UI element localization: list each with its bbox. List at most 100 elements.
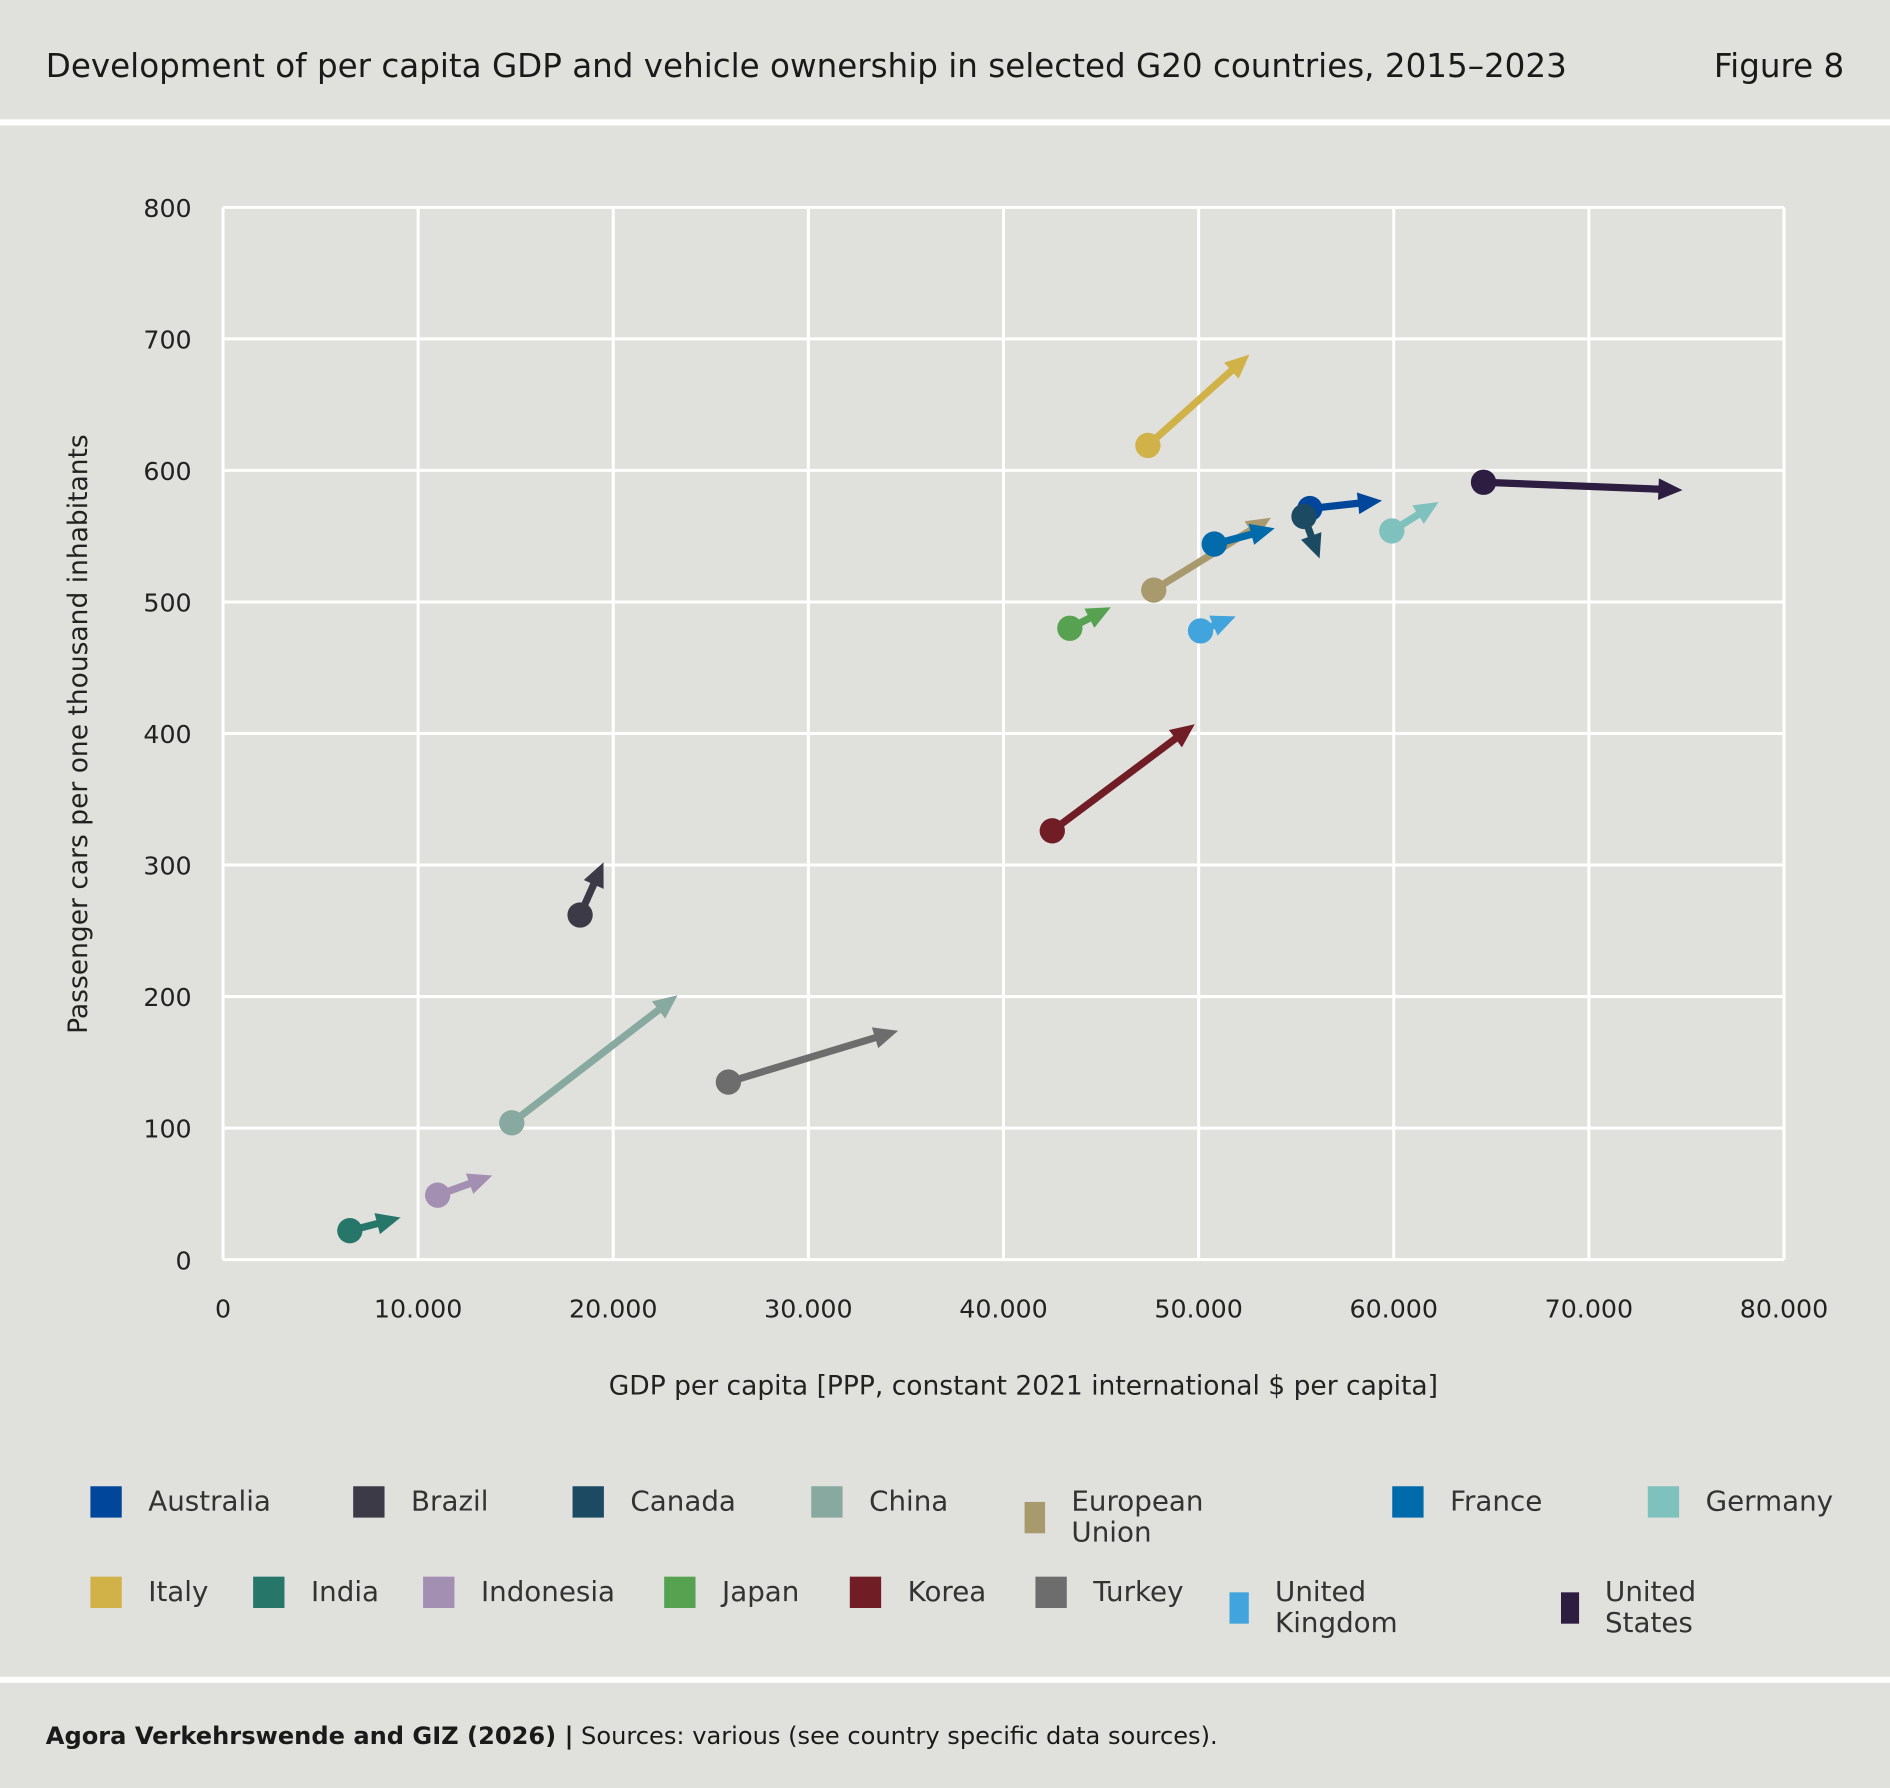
arrow-shaft <box>1145 366 1236 449</box>
source-note: Agora Verkehrswende and GIZ (2026) | Sou… <box>46 1721 1218 1750</box>
y-tick-label: 400 <box>143 720 191 749</box>
legend-label: Germany <box>1705 1486 1834 1518</box>
legend-swatch <box>849 1576 882 1609</box>
legend-item: India <box>253 1576 380 1609</box>
start-point <box>715 1069 742 1095</box>
arrow-head <box>1209 615 1236 636</box>
footer-divider <box>0 1676 1890 1683</box>
arrow-united-states <box>1470 469 1683 501</box>
legend-label: Australia <box>148 1486 271 1518</box>
arrow-italy <box>1135 354 1250 459</box>
arrow-head <box>1084 607 1111 628</box>
legend-item: Indonesia <box>423 1576 616 1609</box>
y-axis-label: Passenger cars per one thousand inhabita… <box>63 434 94 1034</box>
start-point <box>1470 469 1497 495</box>
x-tick-label: 30.000 <box>764 1295 853 1324</box>
arrow-japan <box>1057 607 1111 641</box>
legend-label: Canada <box>630 1486 736 1518</box>
legend-label: Italy <box>148 1576 209 1609</box>
x-tick-label: 40.000 <box>959 1295 1048 1324</box>
start-point <box>499 1110 525 1136</box>
y-tick-label: 100 <box>143 1115 191 1144</box>
y-tick-label: 300 <box>143 852 191 881</box>
arrow-head <box>583 862 604 889</box>
chart-svg: 0 10.000 20.000 30.000 40.000 50.000 60.000 70.… <box>63 194 1829 1402</box>
legend-label: United Kingdom <box>1275 1576 1398 1640</box>
arrow-shaft <box>1483 478 1661 493</box>
x-tick-label: 20.000 <box>569 1295 658 1324</box>
legend-item: France <box>1392 1486 1543 1518</box>
source-text: Sources: various (see country specific d… <box>573 1721 1218 1751</box>
legend-item: Italy <box>90 1576 209 1609</box>
arrow-india <box>337 1213 401 1244</box>
legend-swatch <box>90 1486 122 1518</box>
arrow-france <box>1201 523 1275 557</box>
legend-swatch <box>1560 1592 1579 1624</box>
start-point <box>1039 818 1065 844</box>
start-point <box>1141 577 1167 603</box>
x-tick-label: 50.000 <box>1154 1295 1243 1324</box>
arrow-canada <box>1291 503 1322 559</box>
legend-label: European Union <box>1071 1486 1204 1549</box>
x-tick-label: 0 <box>215 1295 231 1324</box>
legend-swatch <box>1035 1576 1067 1609</box>
legend-item: Korea <box>849 1576 987 1609</box>
legend-swatch <box>90 1576 122 1609</box>
legend-label: Korea <box>907 1576 987 1609</box>
start-point <box>1379 518 1405 544</box>
header-divider <box>0 119 1890 126</box>
legend-swatch <box>572 1486 604 1518</box>
arrow-head <box>871 1027 899 1049</box>
arrow-shaft <box>727 1033 879 1086</box>
arrow-head <box>1248 523 1275 545</box>
arrow-head <box>1356 492 1383 515</box>
legend-item: Germany <box>1647 1486 1834 1518</box>
legend-label: Brazil <box>411 1486 489 1518</box>
start-point <box>337 1218 363 1244</box>
legend-swatch <box>423 1576 455 1609</box>
legend-swatch <box>253 1576 285 1609</box>
arrow-shaft <box>509 1005 663 1126</box>
start-point <box>1057 615 1083 641</box>
legend-label: Turkey <box>1093 1576 1184 1609</box>
legend-label: India <box>310 1576 380 1609</box>
arrow-head <box>465 1173 493 1194</box>
arrow-shaft <box>1050 734 1180 834</box>
figure-number: Figure 8 <box>1713 48 1845 86</box>
source-bold: Agora Verkehrswende and GIZ (2026) | <box>45 1721 574 1751</box>
x-tick-label: 80.000 <box>1740 1295 1829 1324</box>
arrow-head <box>1412 501 1439 524</box>
x-tick-label: 10.000 <box>374 1295 463 1324</box>
y-tick-label: 800 <box>143 194 191 223</box>
chart-title: Development of per capita GDP and vehicl… <box>45 48 1567 86</box>
arrow-brazil <box>567 862 604 928</box>
arrow-head <box>651 995 678 1019</box>
legend-item: United States <box>1560 1576 1710 1640</box>
y-tick-label: 0 <box>176 1246 192 1275</box>
start-point <box>1135 432 1161 459</box>
legend-label: France <box>1450 1486 1543 1518</box>
legend-swatch <box>1392 1486 1424 1518</box>
legend-item: Canada <box>572 1486 736 1518</box>
legend-item: Japan <box>664 1576 800 1609</box>
legend-label: United States <box>1605 1576 1697 1640</box>
arrow-head <box>1658 478 1683 501</box>
arrow-head <box>1168 724 1195 748</box>
x-axis-label: GDP per capita [PPP, constant 2021 inter… <box>609 1371 1438 1402</box>
legend-item: Australia <box>90 1486 271 1518</box>
y-tick-label: 500 <box>143 589 191 618</box>
y-tick-label: 700 <box>143 326 191 355</box>
legend-swatch <box>1647 1486 1680 1518</box>
legend-swatch <box>353 1486 385 1518</box>
legend-swatch <box>1229 1592 1249 1624</box>
start-point <box>567 902 593 928</box>
start-point <box>1201 531 1227 557</box>
arrow-korea <box>1039 724 1195 844</box>
arrow-head <box>374 1213 401 1235</box>
arrow-head <box>1224 354 1250 379</box>
legend-label: Indonesia <box>480 1576 616 1609</box>
arrow-germany <box>1379 501 1439 544</box>
legend-item: Brazil <box>353 1486 489 1518</box>
legend-label: Japan <box>722 1576 800 1609</box>
